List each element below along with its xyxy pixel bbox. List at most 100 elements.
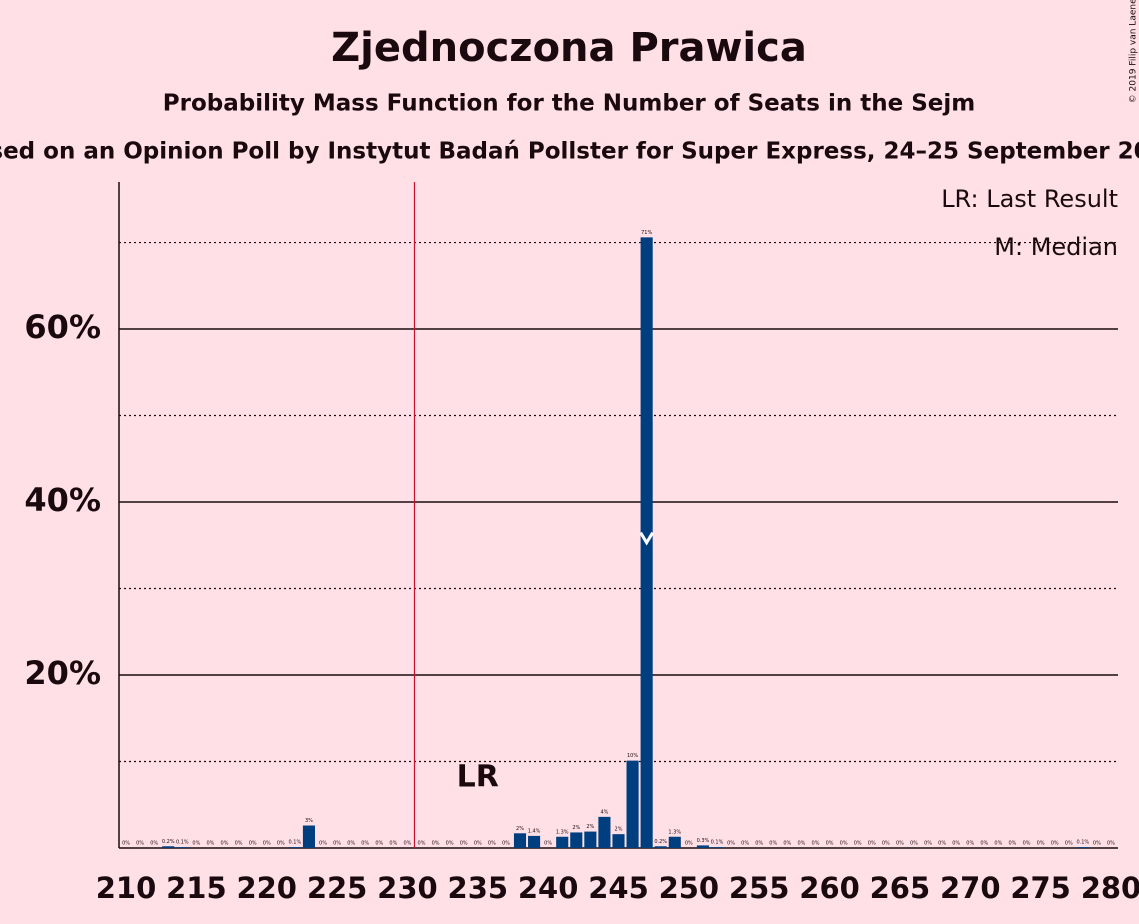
value-label: 0% — [389, 841, 397, 847]
legend-entry: M: Median — [994, 233, 1118, 261]
value-label: 0% — [460, 841, 468, 847]
legend-entry: LR: Last Result — [941, 185, 1118, 213]
value-label: 0% — [432, 841, 440, 847]
value-label: 0% — [826, 841, 834, 847]
value-label: 0% — [235, 841, 243, 847]
value-label: 0% — [896, 841, 904, 847]
value-label: 2% — [586, 824, 594, 830]
value-label: 0.3% — [697, 838, 710, 844]
value-label: 2% — [572, 825, 580, 831]
value-label: 0% — [797, 841, 805, 847]
bar — [612, 834, 625, 848]
value-label: 0% — [502, 841, 510, 847]
value-label: 0% — [1009, 841, 1017, 847]
value-label: 0% — [741, 841, 749, 847]
y-tick-label: 20% — [24, 654, 101, 692]
value-label: 0% — [769, 841, 777, 847]
value-label: 0% — [994, 841, 1002, 847]
bar — [668, 836, 681, 848]
x-tick-label: 210 — [96, 871, 157, 905]
y-tick-label: 40% — [24, 481, 101, 519]
value-label: 0% — [1051, 841, 1059, 847]
value-label: 0% — [263, 841, 271, 847]
bar — [626, 760, 639, 848]
bar — [513, 833, 527, 848]
value-label: 0.2% — [162, 839, 175, 845]
value-label: 0.2% — [654, 839, 667, 845]
bar — [696, 845, 709, 848]
x-tick-label: 225 — [307, 871, 368, 905]
bar — [288, 847, 301, 848]
bar — [654, 846, 667, 848]
value-label: 0% — [361, 841, 369, 847]
x-tick-label: 250 — [659, 871, 720, 905]
value-label: 0% — [375, 841, 383, 847]
value-label: 0% — [1037, 841, 1045, 847]
value-label: 0% — [868, 841, 876, 847]
value-label: 0% — [333, 841, 341, 847]
value-label: 0% — [980, 841, 988, 847]
x-tick-label: 215 — [166, 871, 227, 905]
value-label: 1.4% — [528, 828, 541, 834]
copyright: © 2019 Filip van Laenen — [1129, 0, 1139, 103]
value-label: 0% — [206, 841, 214, 847]
value-label: 2% — [615, 827, 623, 833]
value-label: 0% — [1023, 841, 1031, 847]
value-label: 0% — [727, 841, 735, 847]
value-label: 0% — [882, 841, 890, 847]
x-tick-label: 230 — [377, 871, 438, 905]
chart-title: Zjednoczona Prawica — [331, 25, 807, 71]
value-label: 0% — [446, 841, 454, 847]
value-label: 0% — [544, 841, 552, 847]
value-label: 0% — [192, 841, 200, 847]
x-tick-label: 265 — [870, 871, 931, 905]
value-label: 0% — [150, 841, 158, 847]
value-label: 0% — [812, 841, 820, 847]
value-label: 2% — [516, 826, 524, 832]
bar — [528, 835, 541, 848]
value-label: 0% — [474, 841, 482, 847]
value-label: 0.1% — [289, 840, 302, 846]
bar — [598, 816, 611, 848]
value-label: 0% — [122, 841, 130, 847]
value-label: 0% — [966, 841, 974, 847]
x-tick-label: 280 — [1081, 871, 1139, 905]
value-label: 0% — [854, 841, 862, 847]
value-label: 0% — [952, 841, 960, 847]
value-label: 0% — [685, 841, 693, 847]
x-tick-label: 220 — [236, 871, 297, 905]
x-tick-label: 245 — [588, 871, 649, 905]
value-label: 0% — [221, 841, 229, 847]
x-tick-label: 235 — [448, 871, 509, 905]
value-label: 0% — [924, 841, 932, 847]
median-marker — [639, 531, 654, 546]
bar — [556, 836, 569, 848]
value-label: 0% — [319, 841, 327, 847]
bar — [710, 847, 724, 848]
value-label: 71% — [641, 230, 652, 236]
x-tick-label: 275 — [1010, 871, 1071, 905]
value-label: 0% — [249, 841, 257, 847]
value-label: 0% — [418, 841, 426, 847]
value-label: 0% — [1065, 841, 1073, 847]
bar — [1076, 847, 1089, 848]
bar — [162, 846, 175, 848]
value-label: 0% — [277, 841, 285, 847]
bar — [584, 831, 597, 848]
bar — [176, 847, 189, 848]
value-label: 0% — [488, 841, 496, 847]
value-label: 0.1% — [711, 840, 724, 846]
value-label: 0% — [136, 841, 144, 847]
value-label: 0% — [1093, 841, 1101, 847]
value-label: 0.1% — [1076, 840, 1089, 846]
value-label: 0% — [783, 841, 791, 847]
value-label: 0% — [347, 841, 355, 847]
value-label: 0% — [1107, 841, 1115, 847]
value-label: 0% — [910, 841, 918, 847]
value-label: 1.3% — [556, 829, 569, 835]
value-label: 4% — [600, 809, 608, 815]
value-label: 0% — [938, 841, 946, 847]
chart-subtitle: Probability Mass Function for the Number… — [163, 91, 975, 117]
x-tick-label: 270 — [940, 871, 1001, 905]
